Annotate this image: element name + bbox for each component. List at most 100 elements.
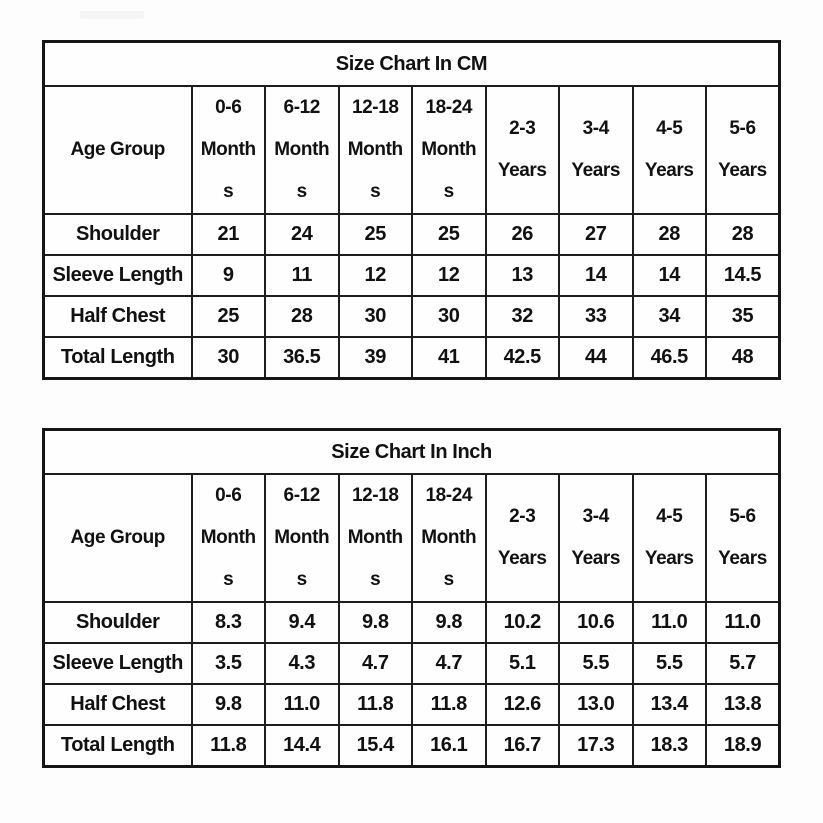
size-value-cell: 39: [337, 336, 413, 380]
size-value-cell: 30: [190, 336, 266, 380]
row-label: Sleeve Length: [42, 254, 193, 297]
size-value-cell: 4.7: [337, 642, 413, 685]
row-label: Half Chest: [42, 295, 193, 338]
column-header-6-12-months: 6-12 Month s: [264, 473, 340, 603]
column-header-2-3-years: 2-3 Years: [484, 473, 560, 603]
size-value-cell: 33: [558, 295, 634, 338]
size-value-cell: 36.5: [264, 336, 340, 380]
size-value-cell: 14: [631, 254, 707, 297]
size-value-cell: 10.2: [484, 601, 560, 644]
size-value-cell: 13: [484, 254, 560, 297]
column-header-18-24-months: 18-24 Month s: [411, 85, 487, 215]
row-label: Shoulder: [42, 213, 193, 256]
size-value-cell: 11.8: [411, 683, 487, 726]
column-header-3-4-years: 3-4 Years: [558, 85, 634, 215]
header-row: Age Group 0-6 Month s 6-12 Month s 12-18…: [42, 85, 781, 215]
size-value-cell: 5.5: [631, 642, 707, 685]
size-value-cell: 4.7: [411, 642, 487, 685]
size-value-cell: 9: [190, 254, 266, 297]
table-row: Total Length 30 36.5 39 41 42.5 44 46.5 …: [42, 336, 781, 380]
column-header-5-6-years: 5-6 Years: [705, 473, 781, 603]
header-row: Age Group 0-6 Month s 6-12 Month s 12-18…: [42, 473, 781, 603]
size-value-cell: 5.7: [705, 642, 781, 685]
column-header-0-6-months: 0-6 Month s: [190, 473, 266, 603]
row-label: Total Length: [42, 724, 193, 768]
table-row: Shoulder 8.3 9.4 9.8 9.8 10.2 10.6 11.0 …: [42, 601, 781, 644]
size-value-cell: 28: [264, 295, 340, 338]
column-header-18-24-months: 18-24 Month s: [411, 473, 487, 603]
age-group-header: Age Group: [42, 473, 193, 603]
size-value-cell: 11.0: [705, 601, 781, 644]
size-value-cell: 42.5: [484, 336, 560, 380]
size-value-cell: 5.5: [558, 642, 634, 685]
size-value-cell: 15.4: [337, 724, 413, 768]
size-value-cell: 48: [705, 336, 781, 380]
size-value-cell: 35: [705, 295, 781, 338]
size-value-cell: 8.3: [190, 601, 266, 644]
size-value-cell: 27: [558, 213, 634, 256]
size-value-cell: 18.3: [631, 724, 707, 768]
top-left-smudge-artifact: [80, 11, 144, 19]
size-value-cell: 41: [411, 336, 487, 380]
size-value-cell: 21: [190, 213, 266, 256]
row-label: Total Length: [42, 336, 193, 380]
size-value-cell: 24: [264, 213, 340, 256]
table-row: Sleeve Length 9 11 12 12 13 14 14 14.5: [42, 254, 781, 297]
size-value-cell: 30: [337, 295, 413, 338]
size-value-cell: 25: [337, 213, 413, 256]
column-header-0-6-months: 0-6 Month s: [190, 85, 266, 215]
size-value-cell: 30: [411, 295, 487, 338]
size-value-cell: 44: [558, 336, 634, 380]
table-row: Total Length 11.8 14.4 15.4 16.1 16.7 17…: [42, 724, 781, 768]
table-title-inch: Size Chart In Inch: [42, 428, 781, 475]
size-chart-inch-table: Size Chart In Inch Age Group 0-6 Month s…: [42, 428, 782, 768]
row-label: Half Chest: [42, 683, 193, 726]
size-value-cell: 9.4: [264, 601, 340, 644]
size-value-cell: 13.0: [558, 683, 634, 726]
row-label: Shoulder: [42, 601, 193, 644]
age-group-header: Age Group: [42, 85, 193, 215]
size-value-cell: 25: [411, 213, 487, 256]
size-value-cell: 13.8: [705, 683, 781, 726]
size-value-cell: 18.9: [705, 724, 781, 768]
size-value-cell: 11.8: [337, 683, 413, 726]
size-value-cell: 13.4: [631, 683, 707, 726]
table-row: Half Chest 25 28 30 30 32 33 34 35: [42, 295, 781, 338]
size-value-cell: 46.5: [631, 336, 707, 380]
size-value-cell: 26: [484, 213, 560, 256]
size-value-cell: 17.3: [558, 724, 634, 768]
size-value-cell: 12.6: [484, 683, 560, 726]
size-value-cell: 32: [484, 295, 560, 338]
column-header-6-12-months: 6-12 Month s: [264, 85, 340, 215]
size-value-cell: 11.8: [190, 724, 266, 768]
size-value-cell: 9.8: [337, 601, 413, 644]
size-value-cell: 10.6: [558, 601, 634, 644]
column-header-4-5-years: 4-5 Years: [631, 473, 707, 603]
size-value-cell: 11: [264, 254, 340, 297]
size-value-cell: 4.3: [264, 642, 340, 685]
size-chart-cm-table: Size Chart In CM Age Group 0-6 Month s 6…: [42, 40, 781, 380]
table-row: Sleeve Length 3.5 4.3 4.7 4.7 5.1 5.5 5.…: [42, 642, 781, 685]
size-value-cell: 14: [558, 254, 634, 297]
size-value-cell: 34: [631, 295, 707, 338]
size-value-cell: 9.8: [190, 683, 266, 726]
size-value-cell: 16.1: [411, 724, 487, 768]
size-value-cell: 28: [631, 213, 707, 256]
size-value-cell: 5.1: [484, 642, 560, 685]
size-value-cell: 11.0: [264, 683, 340, 726]
size-value-cell: 14.5: [705, 254, 781, 297]
size-value-cell: 12: [411, 254, 487, 297]
column-header-3-4-years: 3-4 Years: [558, 473, 634, 603]
column-header-5-6-years: 5-6 Years: [705, 85, 781, 215]
size-value-cell: 12: [337, 254, 413, 297]
table-row: Half Chest 9.8 11.0 11.8 11.8 12.6 13.0 …: [42, 683, 781, 726]
size-value-cell: 9.8: [411, 601, 487, 644]
size-value-cell: 25: [190, 295, 266, 338]
table-title-cm: Size Chart In CM: [42, 40, 781, 87]
size-value-cell: 14.4: [264, 724, 340, 768]
size-value-cell: 3.5: [190, 642, 266, 685]
size-value-cell: 16.7: [484, 724, 560, 768]
size-value-cell: 11.0: [631, 601, 707, 644]
size-value-cell: 28: [705, 213, 781, 256]
